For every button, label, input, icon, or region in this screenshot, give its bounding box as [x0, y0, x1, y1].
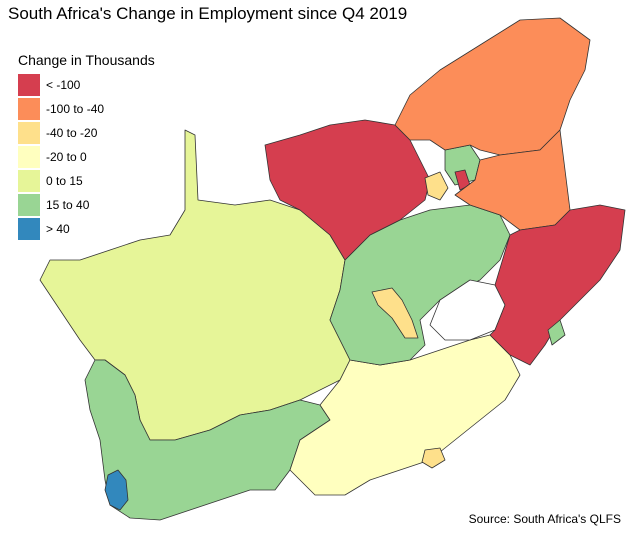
- legend-swatch: [18, 98, 40, 120]
- region-north-west: [264, 119, 431, 261]
- legend-label: -40 to -20: [46, 126, 98, 140]
- region-cape-town: [104, 469, 129, 511]
- legend-item: -40 to -20: [18, 122, 104, 144]
- legend-label: 0 to 15: [46, 174, 83, 188]
- legend: < -100 -100 to -40 -40 to -20 -20 to 0 0 to …: [18, 74, 104, 242]
- legend-label: < -100: [46, 78, 81, 92]
- legend-swatch: [18, 218, 40, 240]
- region-eastern-cape-sub: [421, 447, 446, 469]
- region-free-state-sub: [371, 287, 419, 339]
- region-limpopo: [394, 17, 591, 156]
- legend-item: > 40: [18, 218, 104, 240]
- region-kzn-coast: [547, 319, 566, 346]
- region-kwazulu-natal: [489, 204, 626, 366]
- map-title: South Africa's Change in Employment sinc…: [8, 4, 408, 23]
- legend-item: 15 to 40: [18, 194, 104, 216]
- legend-label: -100 to -40: [46, 102, 105, 116]
- legend-swatch: [18, 122, 40, 144]
- legend-label: -20 to 0: [46, 150, 87, 164]
- legend-item: -100 to -40: [18, 98, 104, 120]
- legend-swatch: [18, 170, 40, 192]
- legend-swatch: [18, 74, 40, 96]
- legend-swatch: [18, 194, 40, 216]
- legend-label: 15 to 40: [46, 198, 90, 212]
- legend-label: > 40: [46, 222, 70, 236]
- legend-title: Change in Thousands: [18, 52, 155, 68]
- source-note: Source: South Africa's QLFS: [468, 512, 621, 526]
- legend-swatch: [18, 146, 40, 168]
- legend-item: 0 to 15: [18, 170, 104, 192]
- legend-item: < -100: [18, 74, 104, 96]
- legend-item: -20 to 0: [18, 146, 104, 168]
- region-gauteng-west: [424, 171, 449, 201]
